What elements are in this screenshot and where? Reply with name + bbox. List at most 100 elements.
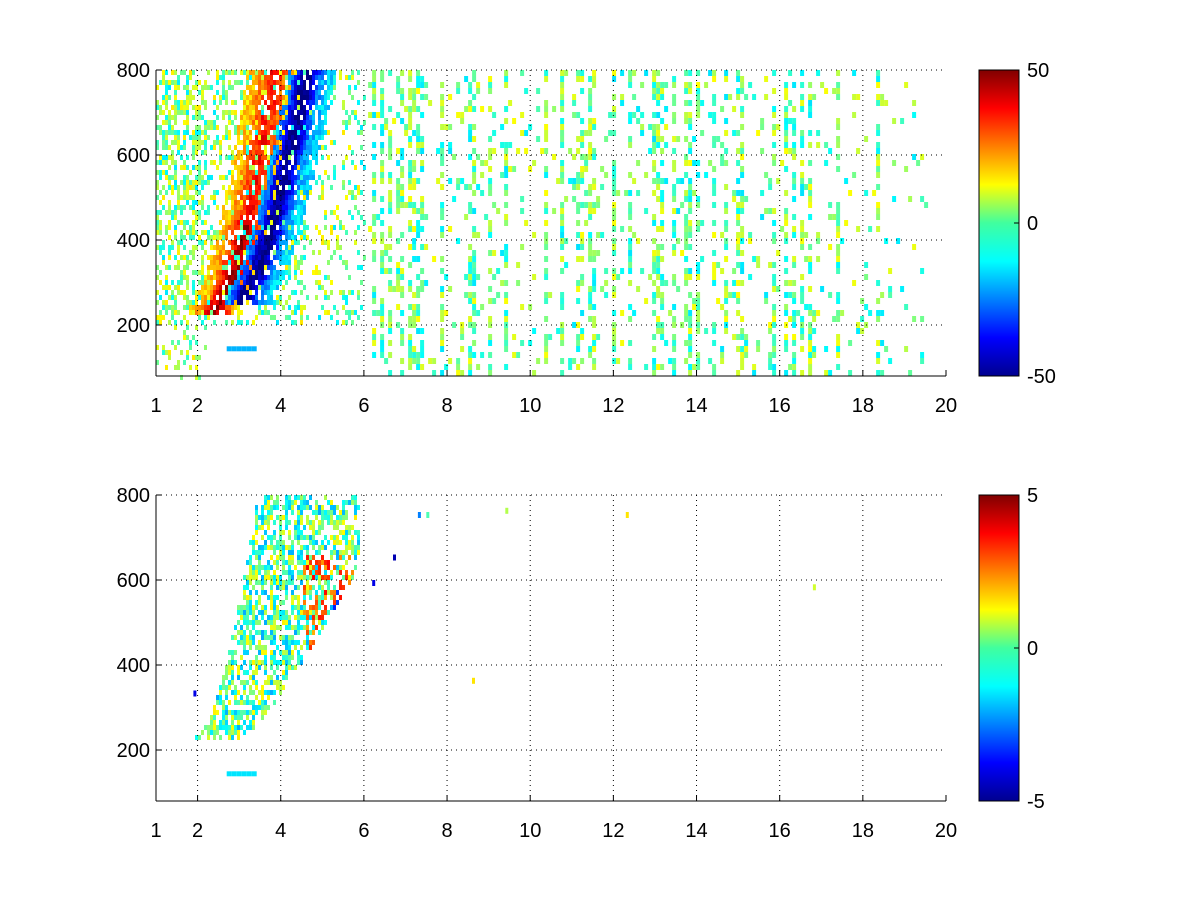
heatmap-cell bbox=[612, 172, 617, 178]
heatmap-cell bbox=[408, 196, 413, 202]
heatmap-cell bbox=[372, 154, 377, 160]
heatmap-cell bbox=[712, 76, 717, 82]
heatmap-cell bbox=[592, 82, 597, 88]
heatmap-cell bbox=[276, 130, 279, 135]
heatmap-cell bbox=[252, 280, 255, 285]
heatmap-cell bbox=[240, 715, 243, 720]
heatmap-cell bbox=[644, 364, 649, 370]
heatmap-cell bbox=[252, 570, 255, 575]
heatmap-cell bbox=[279, 110, 282, 115]
heatmap-cell bbox=[255, 660, 258, 665]
heatmap-cell bbox=[372, 334, 377, 340]
heatmap-cell bbox=[279, 575, 282, 580]
heatmap-cell bbox=[488, 226, 493, 232]
heatmap-cell bbox=[297, 525, 300, 530]
heatmap-cell bbox=[876, 172, 881, 178]
heatmap-cell bbox=[708, 160, 713, 166]
heatmap-cell bbox=[372, 250, 377, 256]
heatmap-cell bbox=[604, 136, 609, 142]
heatmap-cell bbox=[222, 675, 225, 680]
heatmap-cell bbox=[198, 170, 201, 175]
heatmap-cell bbox=[264, 635, 267, 640]
heatmap-cell bbox=[644, 298, 649, 304]
heatmap-cell bbox=[246, 135, 249, 140]
heatmap-cell bbox=[342, 515, 345, 520]
heatmap-cell bbox=[162, 130, 165, 135]
heatmap-cell bbox=[291, 250, 294, 255]
heatmap-cell bbox=[736, 346, 741, 352]
heatmap-cell bbox=[273, 115, 276, 120]
colorbar-tick-label: 0 bbox=[1027, 213, 1038, 235]
heatmap-cell bbox=[315, 575, 318, 580]
heatmap-cell bbox=[327, 90, 330, 95]
heatmap-cell bbox=[234, 650, 237, 655]
heatmap-cell bbox=[476, 274, 481, 280]
x-tick-label: 14 bbox=[685, 395, 707, 417]
heatmap-cell bbox=[688, 226, 693, 232]
heatmap-cell bbox=[204, 130, 207, 135]
heatmap-cell bbox=[282, 515, 285, 520]
heatmap-cell bbox=[544, 352, 549, 358]
heatmap-cell bbox=[240, 640, 243, 645]
heatmap-cell bbox=[460, 328, 465, 334]
heatmap-cell bbox=[291, 200, 294, 205]
heatmap-cell bbox=[321, 615, 324, 620]
heatmap-cell bbox=[174, 265, 177, 270]
heatmap-cell bbox=[294, 180, 297, 185]
heatmap-cell bbox=[270, 265, 273, 270]
heatmap-cell bbox=[372, 298, 377, 304]
heatmap-cell bbox=[536, 358, 541, 364]
heatmap-cell bbox=[228, 725, 231, 730]
heatmap-cell bbox=[764, 292, 769, 298]
heatmap-cell bbox=[312, 135, 315, 140]
heatmap-cell bbox=[888, 292, 893, 298]
heatmap-cell bbox=[252, 80, 255, 85]
heatmap-cell bbox=[576, 364, 581, 370]
heatmap-cell bbox=[282, 75, 285, 80]
heatmap-cell bbox=[240, 665, 243, 670]
heatmap-cell bbox=[201, 295, 204, 300]
heatmap-cell bbox=[780, 226, 785, 232]
heatmap-cell bbox=[560, 244, 565, 250]
heatmap-cell bbox=[267, 200, 270, 205]
heatmap-cell bbox=[243, 185, 246, 190]
heatmap-cell bbox=[174, 90, 177, 95]
heatmap-cell bbox=[712, 94, 717, 100]
heatmap-cell bbox=[294, 135, 297, 140]
heatmap-cell bbox=[306, 500, 309, 505]
heatmap-cell bbox=[237, 125, 240, 130]
heatmap-cell bbox=[792, 214, 797, 220]
heatmap-cell bbox=[330, 70, 333, 75]
heatmap-cell bbox=[652, 70, 657, 76]
heatmap-cell bbox=[243, 250, 246, 255]
heatmap-cell bbox=[261, 245, 264, 250]
heatmap-cell bbox=[468, 274, 473, 280]
heatmap-cell bbox=[648, 274, 653, 280]
heatmap-cell bbox=[376, 310, 381, 316]
heatmap-cell bbox=[225, 95, 228, 100]
heatmap-cell bbox=[309, 560, 312, 565]
heatmap-cell bbox=[261, 265, 264, 270]
heatmap-cell bbox=[258, 600, 261, 605]
heatmap-cell bbox=[592, 208, 597, 214]
heatmap-cell bbox=[171, 295, 174, 300]
heatmap-cell bbox=[560, 238, 565, 244]
heatmap-cell bbox=[297, 630, 300, 635]
heatmap-cell bbox=[552, 154, 557, 160]
heatmap-cell bbox=[800, 220, 805, 226]
heatmap-cell bbox=[195, 80, 198, 85]
heatmap-cell bbox=[408, 322, 413, 328]
heatmap-cell bbox=[333, 545, 336, 550]
heatmap-cell bbox=[219, 685, 222, 690]
heatmap-cell bbox=[700, 256, 705, 262]
heatmap-cell bbox=[744, 94, 749, 100]
heatmap-cell bbox=[824, 370, 829, 376]
heatmap-cell bbox=[234, 300, 237, 305]
heatmap-cell bbox=[736, 232, 741, 238]
heatmap-cell bbox=[207, 125, 210, 130]
heatmap-cell bbox=[333, 525, 336, 530]
heatmap-cell bbox=[315, 105, 318, 110]
heatmap-cell bbox=[249, 595, 252, 600]
heatmap-cell bbox=[225, 70, 228, 75]
